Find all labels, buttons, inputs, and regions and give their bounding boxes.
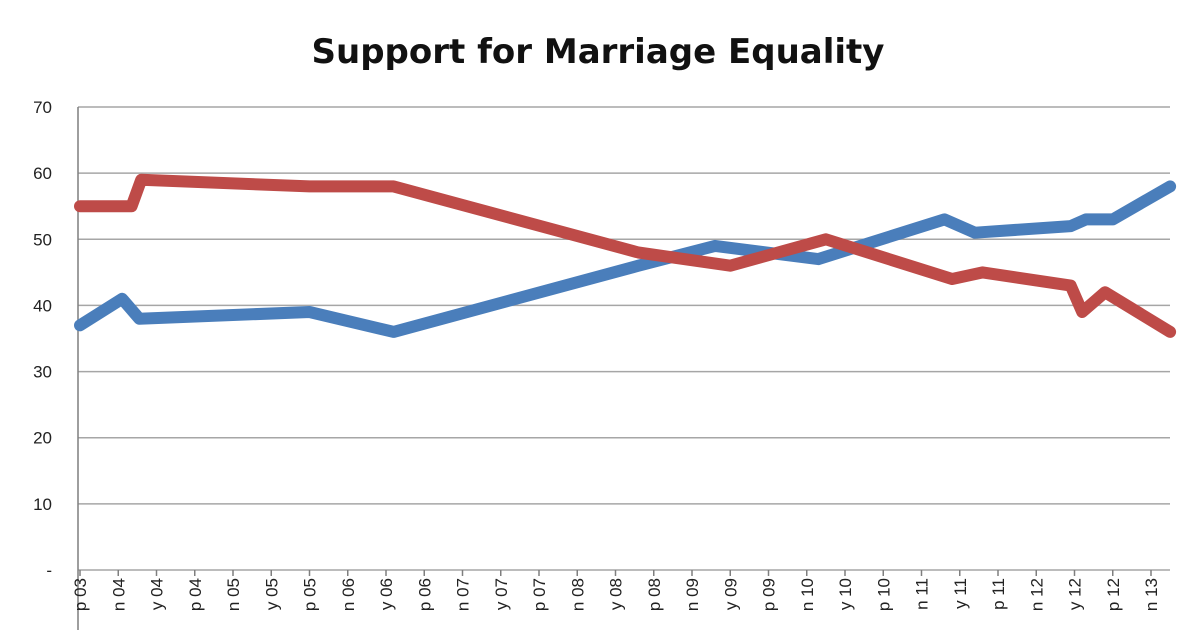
data-point bbox=[982, 272, 983, 273]
x-tick-label: y 08 bbox=[607, 578, 626, 610]
data-point bbox=[80, 206, 81, 207]
x-tick-label: y 06 bbox=[377, 578, 396, 610]
data-point bbox=[1112, 219, 1113, 220]
data-point bbox=[122, 298, 123, 299]
x-tick-label: n 12 bbox=[1027, 578, 1046, 611]
data-point bbox=[638, 265, 639, 266]
series-line-1 bbox=[74, 180, 1177, 338]
x-tick-label: p 09 bbox=[760, 578, 779, 611]
y-axis-ticks: - 10 20 30 40 50 60 70 bbox=[33, 98, 52, 580]
data-point bbox=[1082, 312, 1083, 313]
data-point bbox=[944, 219, 945, 220]
data-point bbox=[825, 239, 826, 240]
x-tick-label: p 03 bbox=[71, 578, 90, 611]
data-point bbox=[80, 325, 81, 326]
x-tick-label: n 05 bbox=[224, 578, 243, 611]
x-axis-ticks: p 03 n 04 y 04 p 04 n 05 y 05 p 05 n 06 y 06 p 06… bbox=[71, 570, 1161, 611]
x-tick-label: y 12 bbox=[1066, 578, 1085, 610]
chart-title: Support for Marriage Equality bbox=[312, 32, 885, 72]
x-tick-label: p 06 bbox=[415, 578, 434, 611]
data-point bbox=[139, 318, 140, 319]
data-point bbox=[393, 186, 394, 187]
data-point bbox=[1170, 186, 1171, 187]
data-point bbox=[1085, 219, 1086, 220]
data-point bbox=[393, 331, 394, 332]
data-point bbox=[141, 179, 142, 180]
data-point bbox=[952, 278, 953, 279]
x-tick-label: p 10 bbox=[874, 578, 893, 611]
x-tick-label: n 09 bbox=[683, 578, 702, 611]
x-tick-label: y 04 bbox=[148, 578, 167, 610]
x-tick-label: p 04 bbox=[186, 578, 205, 611]
series-lines bbox=[74, 173, 1177, 338]
x-tick-label: n 04 bbox=[109, 578, 128, 611]
y-tick-label: 60 bbox=[33, 164, 52, 183]
y-tick-label: - bbox=[46, 561, 52, 580]
data-point bbox=[131, 206, 132, 207]
data-point bbox=[1070, 285, 1071, 286]
data-point bbox=[1170, 331, 1171, 332]
x-tick-label: p 12 bbox=[1104, 578, 1123, 611]
y-tick-label: 20 bbox=[33, 429, 52, 448]
x-tick-label: y 10 bbox=[836, 578, 855, 610]
x-tick-label: y 11 bbox=[951, 578, 970, 609]
x-tick-label: p 05 bbox=[301, 578, 320, 611]
x-tick-label: p 11 bbox=[989, 578, 1008, 610]
x-tick-label: p 08 bbox=[645, 578, 664, 611]
y-tick-label: 50 bbox=[33, 230, 52, 249]
gridlines bbox=[77, 106, 1170, 630]
data-point bbox=[730, 265, 731, 266]
x-tick-label: n 07 bbox=[454, 578, 473, 611]
x-tick-label: y 05 bbox=[262, 578, 281, 610]
data-point bbox=[975, 232, 976, 233]
x-tick-label: n 06 bbox=[339, 578, 358, 611]
y-tick-label: 40 bbox=[33, 296, 52, 315]
x-tick-label: n 11 bbox=[913, 578, 932, 610]
x-tick-label: n 08 bbox=[568, 578, 587, 611]
data-point bbox=[638, 252, 639, 253]
data-point bbox=[818, 259, 819, 260]
data-point bbox=[309, 186, 310, 187]
series-line-2 bbox=[74, 173, 1177, 338]
x-tick-label: p 07 bbox=[530, 578, 549, 611]
x-tick-label: n 13 bbox=[1142, 578, 1161, 611]
y-tick-label: 10 bbox=[33, 495, 52, 514]
y-tick-label: 70 bbox=[33, 98, 52, 117]
x-tick-label: n 10 bbox=[798, 578, 817, 611]
x-tick-label: y 09 bbox=[721, 578, 740, 610]
y-tick-label: 30 bbox=[33, 363, 52, 382]
data-point bbox=[309, 312, 310, 313]
x-tick-label: y 07 bbox=[492, 578, 511, 610]
data-point bbox=[714, 245, 715, 246]
data-point bbox=[1105, 292, 1106, 293]
data-point bbox=[1070, 226, 1071, 227]
